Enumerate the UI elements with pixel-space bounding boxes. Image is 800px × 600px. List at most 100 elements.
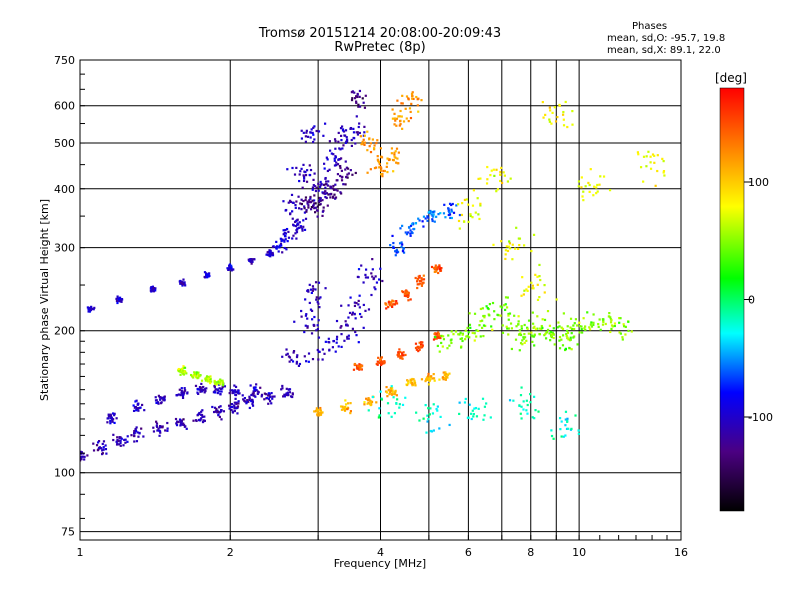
data-point <box>164 429 167 432</box>
data-point <box>558 347 562 350</box>
data-point <box>323 352 326 355</box>
data-point <box>406 295 410 299</box>
data-point <box>295 229 298 232</box>
data-point <box>564 410 568 413</box>
data-point <box>151 289 154 292</box>
data-point <box>475 415 479 418</box>
data-point <box>613 324 616 328</box>
data-point <box>105 452 108 455</box>
data-point <box>370 272 373 275</box>
data-point <box>522 337 525 340</box>
data-point <box>418 341 421 344</box>
data-point <box>436 266 439 270</box>
data-point <box>446 373 450 376</box>
data-point <box>295 219 298 222</box>
data-point <box>319 408 322 411</box>
data-point <box>286 168 289 171</box>
data-point <box>546 309 550 313</box>
data-point <box>417 275 420 278</box>
data-point <box>358 363 361 366</box>
data-point <box>231 389 234 392</box>
data-point <box>363 125 366 128</box>
data-point <box>149 287 152 290</box>
data-point <box>304 198 307 202</box>
data-point <box>346 173 349 176</box>
data-point <box>300 129 303 132</box>
data-point <box>180 367 184 370</box>
data-point <box>252 392 255 395</box>
data-point <box>533 417 536 420</box>
data-point <box>479 204 482 207</box>
data-point <box>508 312 512 315</box>
data-point <box>349 410 353 413</box>
data-point <box>427 372 430 376</box>
data-point <box>356 275 359 278</box>
data-point <box>354 100 358 103</box>
data-point <box>335 179 338 182</box>
data-point <box>300 167 303 170</box>
chart-title: Tromsø 20151214 20:08:00-20:09:43 <box>258 26 502 41</box>
data-point <box>340 345 343 349</box>
data-point <box>254 395 257 398</box>
data-point <box>588 326 591 329</box>
data-point <box>360 143 363 146</box>
data-point <box>509 247 512 250</box>
data-point <box>112 438 115 442</box>
data-point <box>578 325 582 328</box>
data-point <box>407 299 410 302</box>
data-point <box>296 222 299 225</box>
data-point <box>231 405 234 409</box>
data-point <box>385 391 389 394</box>
data-point <box>436 409 439 412</box>
data-point <box>304 140 307 143</box>
data-point <box>563 348 567 352</box>
data-point <box>339 174 342 178</box>
data-point <box>457 203 460 206</box>
data-point <box>255 383 258 386</box>
data-point <box>448 372 451 375</box>
y-tick-label: 600 <box>54 100 75 113</box>
data-point <box>499 170 502 174</box>
data-point <box>334 156 338 159</box>
data-point <box>251 404 255 407</box>
data-point <box>157 394 160 397</box>
data-point <box>584 328 587 331</box>
data-point <box>200 388 203 391</box>
data-point <box>302 219 305 222</box>
chart-subtitle: RwPretec (8p) <box>334 40 426 55</box>
data-point <box>234 393 238 397</box>
data-point <box>318 199 321 203</box>
data-point <box>250 260 253 263</box>
data-point <box>608 312 611 315</box>
data-point <box>152 289 155 292</box>
data-point <box>410 92 414 95</box>
data-point <box>104 444 107 447</box>
data-point <box>180 389 183 392</box>
data-point <box>530 281 533 284</box>
data-point <box>335 319 339 323</box>
data-point <box>158 429 161 432</box>
data-point <box>315 407 318 410</box>
data-point <box>338 147 341 150</box>
data-point <box>295 237 298 240</box>
data-point <box>568 346 571 350</box>
y-tick-label: 750 <box>54 54 75 67</box>
data-point <box>260 395 263 398</box>
data-point <box>472 415 475 418</box>
data-point <box>654 184 657 187</box>
data-point <box>619 332 622 335</box>
data-point <box>322 206 325 209</box>
data-point <box>469 326 472 329</box>
data-point <box>385 307 388 310</box>
data-point <box>182 423 186 427</box>
data-point <box>340 179 344 182</box>
data-point <box>380 398 384 401</box>
data-point <box>367 398 370 401</box>
data-point <box>467 203 470 206</box>
data-point <box>367 397 370 400</box>
data-point <box>385 385 388 389</box>
data-point <box>394 150 397 153</box>
data-point <box>228 264 231 267</box>
data-point <box>318 411 321 415</box>
data-point <box>124 438 127 441</box>
